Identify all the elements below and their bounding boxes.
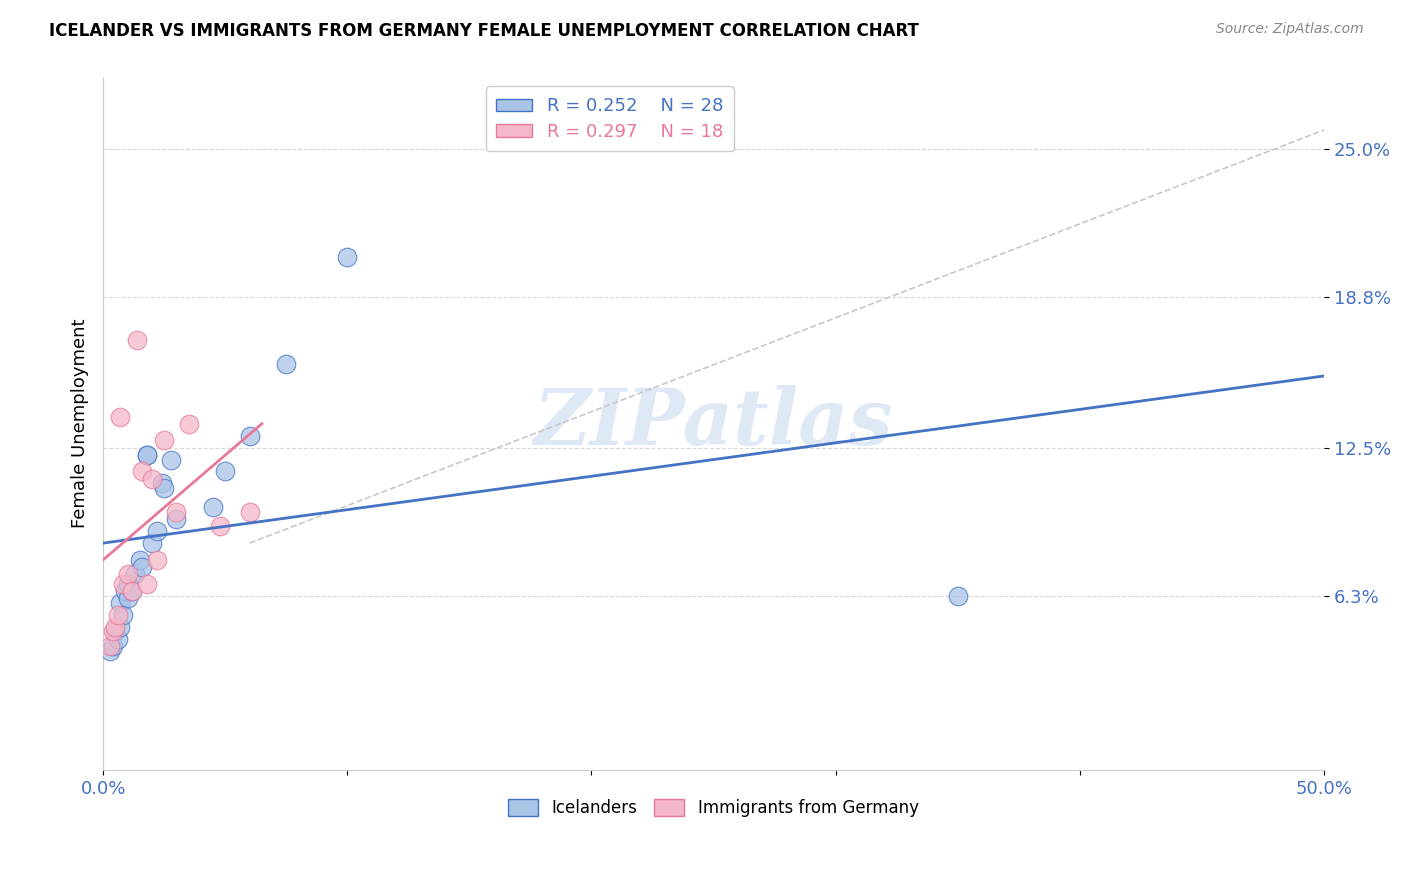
Point <box>136 448 159 462</box>
Point <box>111 607 134 622</box>
Point <box>239 505 262 519</box>
Point <box>136 448 159 462</box>
Point <box>124 567 146 582</box>
Point <box>131 465 153 479</box>
Point <box>117 576 139 591</box>
Point <box>128 553 150 567</box>
Point <box>117 591 139 605</box>
Point <box>101 624 124 639</box>
Point <box>160 452 183 467</box>
Point <box>150 476 173 491</box>
Point <box>107 632 129 646</box>
Point <box>121 583 143 598</box>
Point <box>131 560 153 574</box>
Point <box>153 481 176 495</box>
Y-axis label: Female Unemployment: Female Unemployment <box>72 319 89 528</box>
Point <box>121 583 143 598</box>
Point <box>165 512 187 526</box>
Point <box>165 505 187 519</box>
Point <box>146 553 169 567</box>
Point <box>110 620 132 634</box>
Point <box>100 643 122 657</box>
Point <box>177 417 200 431</box>
Point <box>214 465 236 479</box>
Point <box>114 583 136 598</box>
Point <box>336 250 359 264</box>
Point <box>153 434 176 448</box>
Point <box>276 357 298 371</box>
Point <box>202 500 225 515</box>
Legend: Icelanders, Immigrants from Germany: Icelanders, Immigrants from Germany <box>502 792 925 824</box>
Point <box>946 589 969 603</box>
Point <box>107 607 129 622</box>
Point <box>127 333 149 347</box>
Point <box>209 519 232 533</box>
Text: Source: ZipAtlas.com: Source: ZipAtlas.com <box>1216 22 1364 37</box>
Point <box>110 409 132 424</box>
Point <box>110 596 132 610</box>
Point <box>111 576 134 591</box>
Point <box>101 639 124 653</box>
Point <box>104 620 127 634</box>
Point <box>239 428 262 442</box>
Point <box>104 624 127 639</box>
Text: ZIPatlas: ZIPatlas <box>534 385 893 462</box>
Point <box>100 639 122 653</box>
Point <box>136 576 159 591</box>
Point <box>141 536 163 550</box>
Point <box>146 524 169 538</box>
Point <box>117 567 139 582</box>
Point <box>141 472 163 486</box>
Text: ICELANDER VS IMMIGRANTS FROM GERMANY FEMALE UNEMPLOYMENT CORRELATION CHART: ICELANDER VS IMMIGRANTS FROM GERMANY FEM… <box>49 22 920 40</box>
